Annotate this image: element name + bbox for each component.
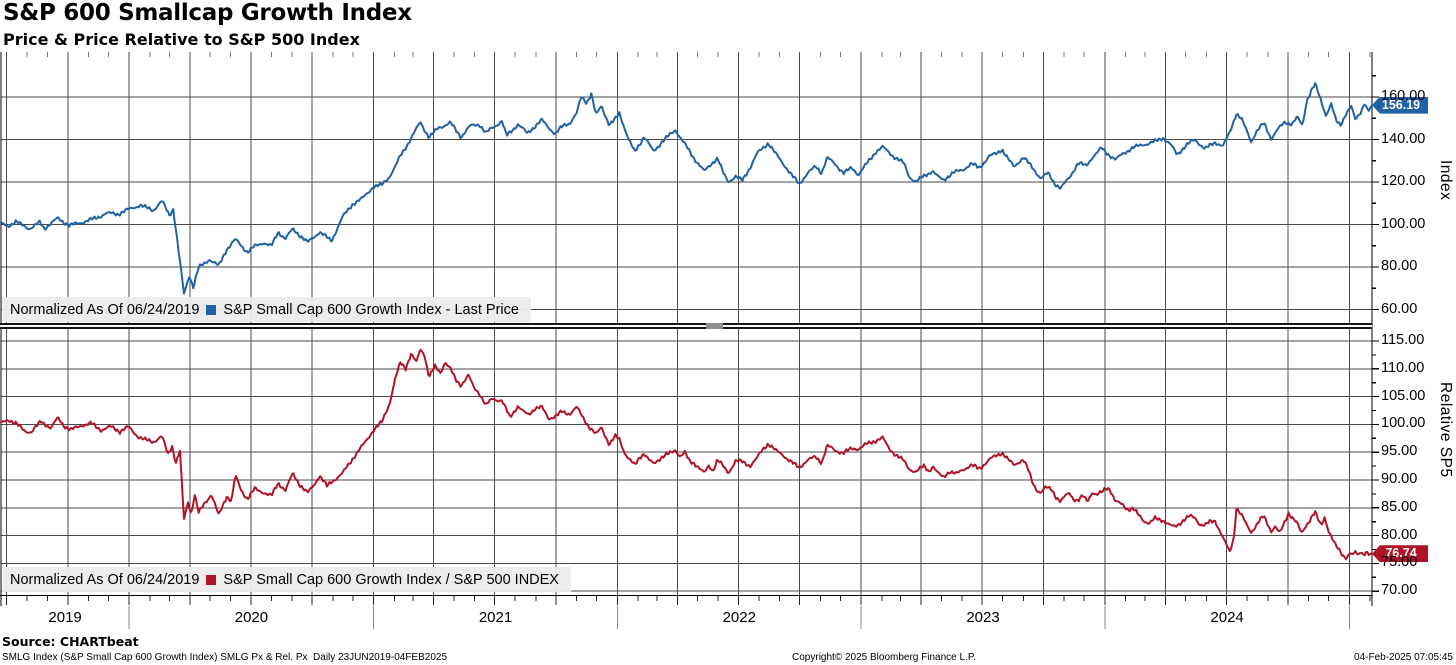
x-axis-year-label: 2023 <box>966 609 1000 626</box>
y-axis-title-index: Index <box>1437 160 1454 201</box>
y-axis-tick-label: 70.00 <box>1381 582 1418 599</box>
y-axis-tick-label: 80.00 <box>1381 258 1418 274</box>
y-axis-tick-label: 120.00 <box>1381 173 1426 189</box>
x-axis-year-label: 2021 <box>478 609 513 626</box>
y-axis-tick-label: 115.00 <box>1381 332 1425 348</box>
x-axis-year-label: 2019 <box>48 609 82 626</box>
y-axis-title-relative: Relative SP5 <box>1437 382 1454 478</box>
x-axis-year-label: 2024 <box>1210 609 1244 626</box>
page-title: S&P 600 Smallcap Growth Index <box>3 0 412 26</box>
last-relative-badge: 76.74 <box>1372 545 1428 563</box>
page-subtitle: Price & Price Relative to S&P 500 Index <box>3 30 360 49</box>
y-axis-tick-label: 85.00 <box>1381 498 1418 515</box>
legend-normalized-label: Normalized As Of 06/24/2019 <box>10 571 200 588</box>
axes <box>0 52 1379 629</box>
price-series-marker-icon <box>206 304 217 315</box>
y-axis-tick-label: 80.00 <box>1381 526 1418 543</box>
y-axis-tick-label: 160.00 <box>1381 88 1426 104</box>
y-axis-tick-label: 90.00 <box>1381 471 1418 487</box>
copyright-label: Copyright© 2025 Bloomberg Finance L.P. <box>792 652 976 663</box>
source-label: Source: CHARTbeat <box>2 634 139 649</box>
timestamp-label: 04-Feb-2025 07:05:45 <box>1354 652 1453 663</box>
price-line-series <box>0 82 1373 295</box>
legend-series-label: S&P Small Cap 600 Growth Index / S&P 500… <box>223 571 559 588</box>
y-axis-tick-label: 105.00 <box>1381 387 1426 404</box>
y-axis-tick-label: 100.00 <box>1381 415 1426 432</box>
y-axis-tick-label: 100.00 <box>1381 215 1426 232</box>
chart-description: SMLG Index (S&P Small Cap 600 Growth Ind… <box>2 652 448 663</box>
y-axis-tick-label: 75.00 <box>1381 554 1418 571</box>
relative-series-marker-icon <box>206 574 217 585</box>
x-axis-year-label: 2020 <box>234 609 269 626</box>
x-axis-year-label: 2022 <box>722 609 756 626</box>
y-axis-tick-label: 140.00 <box>1381 130 1426 147</box>
legend-top-panel: Normalized As Of 06/24/2019 S&P Small Ca… <box>2 297 531 322</box>
y-axis-tick-label: 60.00 <box>1381 300 1418 317</box>
legend-bottom-panel: Normalized As Of 06/24/2019 S&P Small Ca… <box>2 567 571 592</box>
panel-divider[interactable] <box>0 323 1372 329</box>
legend-series-label: S&P Small Cap 600 Growth Index - Last Pr… <box>223 301 519 318</box>
panel-divider-handle[interactable] <box>706 323 723 329</box>
last-price-badge: 156.19 <box>1372 96 1428 114</box>
relative-line-series <box>0 348 1373 561</box>
legend-normalized-label: Normalized As Of 06/24/2019 <box>10 301 200 318</box>
y-axis-tick-label: 95.00 <box>1381 443 1418 460</box>
y-axis-tick-label: 110.00 <box>1381 359 1425 376</box>
